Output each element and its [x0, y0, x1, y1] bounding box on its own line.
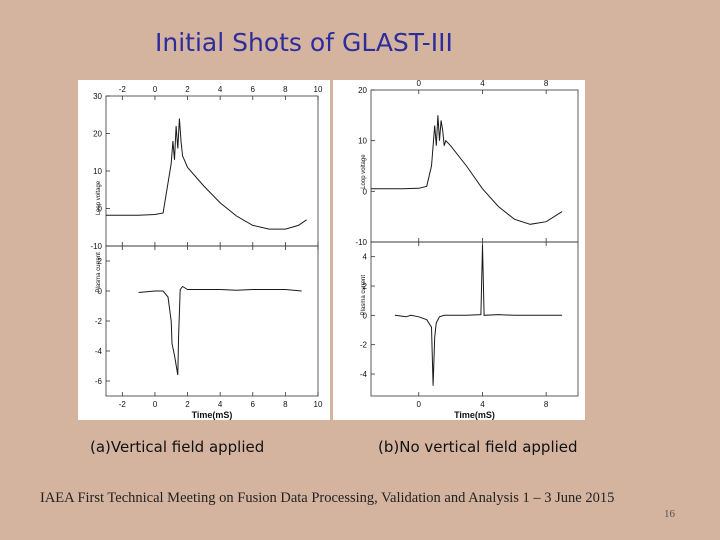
x-tick-label-top: 4	[480, 80, 485, 88]
x-tick-label-top: 0	[417, 80, 422, 88]
x-tick-label-top: 4	[218, 85, 223, 94]
x-tick-label-top: 0	[153, 85, 158, 94]
x-tick-label-bottom: -2	[119, 400, 127, 409]
x-tick-label-bottom: 4	[218, 400, 223, 409]
y-tick-label-top: 20	[93, 130, 102, 139]
y-tick-label-bottom: -2	[95, 317, 103, 326]
x-tick-label-top: 2	[185, 85, 190, 94]
x-axis-label: Time(mS)	[454, 410, 495, 420]
y-tick-label-top: 0	[98, 205, 103, 214]
x-tick-label-bottom: 0	[153, 400, 158, 409]
slide-title: Initial Shots of GLAST-III	[155, 28, 453, 57]
x-tick-label-bottom: 10	[314, 400, 323, 409]
x-tick-label-top: 10	[314, 85, 323, 94]
plot-frame-top	[105, 95, 319, 247]
y-tick-label-bottom: -2	[360, 341, 368, 350]
x-tick-label-bottom: 0	[417, 400, 422, 409]
caption-b: (b)No vertical field applied	[378, 438, 578, 456]
y-tick-label-bottom: 0	[98, 287, 103, 296]
y-tick-label-top: 30	[93, 92, 102, 101]
series-line-bottom-0	[138, 285, 302, 376]
series-line-bottom-0	[394, 244, 563, 386]
y-tick-label-bottom: 0	[363, 311, 368, 320]
chart-panel-a: -10 0 10 20 30 -2 0 2 4 6 8 10 Loop voltage -6 -4 -2 0 2-…	[78, 80, 330, 420]
caption-a: (a)Vertical field applied	[90, 438, 265, 456]
y-tick-label-bottom: 2	[98, 257, 103, 266]
series-line-top-0	[371, 115, 563, 225]
footer-text: IAEA First Technical Meeting on Fusion D…	[40, 490, 615, 506]
plot-frame-top	[370, 89, 579, 243]
y-tick-label-bottom: 2	[363, 282, 368, 291]
x-tick-label-top: 6	[251, 85, 256, 94]
y-tick-label-bottom: -4	[360, 370, 368, 379]
series-label-top: Loop voltage	[96, 180, 102, 215]
y-tick-label-bottom: -6	[95, 377, 103, 386]
y-tick-label-top: 20	[358, 86, 367, 95]
series-label-top: Loop voltage	[361, 154, 367, 189]
chart-panel-b: -10 0 10 20 0 4 8 Loop voltage -4 -2 0 2 4 0 4 8 Plasma …	[333, 80, 585, 420]
y-tick-label-top: 0	[363, 187, 368, 196]
y-tick-label-top: 10	[93, 167, 102, 176]
series-line-top-0	[106, 118, 307, 230]
series-label-bottom: Plasma current	[361, 275, 367, 316]
x-tick-label-bottom: 8	[544, 400, 549, 409]
chart-b: -10 0 10 20 0 4 8 Loop voltage -4 -2 0 2 4 0 4 8 Plasma …	[355, 80, 579, 420]
y-tick-label-top: -10	[355, 238, 367, 247]
x-tick-label-bottom: 8	[283, 400, 288, 409]
x-tick-label-bottom: 2	[185, 400, 190, 409]
y-tick-label-bottom: 4	[363, 253, 368, 262]
page-number: 16	[664, 508, 675, 520]
x-tick-label-top: 8	[544, 80, 549, 88]
x-axis-label: Time(mS)	[192, 410, 233, 420]
plot-frame-bottom	[105, 245, 319, 397]
x-tick-label-bottom: 6	[251, 400, 256, 409]
y-tick-label-top: -10	[90, 242, 102, 251]
x-tick-label-top: -2	[119, 85, 127, 94]
series-label-bottom: Plasma current	[96, 252, 102, 293]
x-tick-label-top: 8	[283, 85, 288, 94]
y-tick-label-bottom: -4	[95, 347, 103, 356]
plot-frame-bottom	[370, 241, 579, 397]
y-tick-label-top: 10	[358, 137, 367, 146]
x-tick-label-bottom: 4	[480, 400, 485, 409]
